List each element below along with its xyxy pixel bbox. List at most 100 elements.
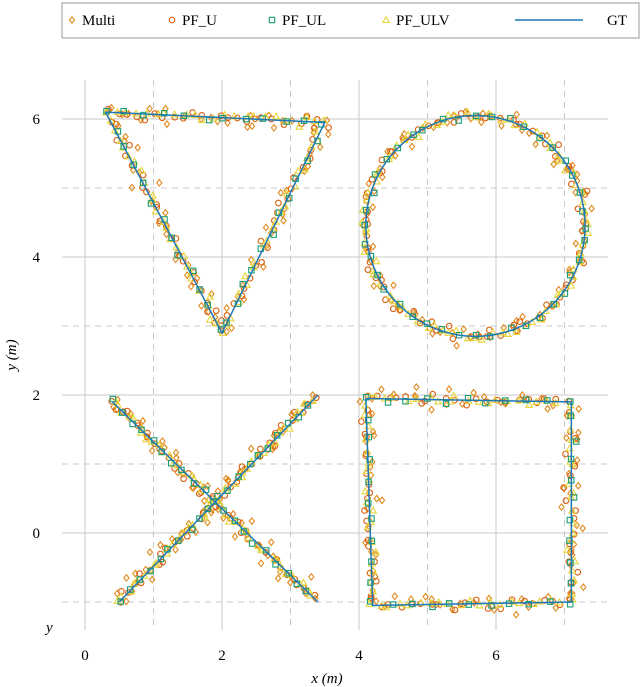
pf-u-point: [257, 445, 264, 453]
pf-ul-point: [455, 117, 462, 124]
pf-ulv-point: [414, 132, 423, 140]
multi-point: [575, 404, 582, 413]
multi-point: [134, 143, 141, 152]
multi-point: [238, 518, 245, 528]
pf-ulv-point: [173, 461, 182, 469]
pf-ulv-point: [388, 393, 397, 401]
multi-point: [159, 437, 166, 446]
multi-point: [316, 143, 324, 152]
pf-ulv-point: [162, 223, 171, 231]
multi-point: [162, 208, 169, 217]
pf-u-point: [271, 442, 279, 450]
multi-point: [550, 160, 557, 169]
pf-ulv-point: [369, 506, 378, 514]
pf-ulv-point: [137, 166, 146, 174]
pf-ulv-point: [583, 219, 592, 228]
pf-ul-point: [270, 231, 277, 238]
pf-ulv-point: [218, 328, 227, 337]
multi-point: [573, 456, 581, 465]
pf-ulv-point: [560, 165, 570, 174]
multi-point: [588, 204, 595, 213]
multi-point: [187, 282, 195, 291]
multi-point: [373, 494, 380, 503]
pf-u-point: [275, 199, 282, 207]
pf-ulv-point: [268, 223, 278, 231]
pf-ulv-point: [566, 425, 575, 433]
pf-ul-point: [259, 115, 267, 122]
pf-ulv-point: [569, 272, 578, 281]
pf-ul-point: [368, 537, 376, 545]
multi-point: [450, 111, 457, 120]
multi-point: [376, 271, 384, 280]
pf-ul-point: [302, 587, 310, 595]
gt-square: [365, 397, 573, 607]
multi-point: [148, 446, 156, 455]
pf-ul-point: [196, 515, 203, 522]
pf-ul-point: [224, 487, 231, 494]
pf-ulv-point: [535, 596, 544, 605]
pf-ul-point: [438, 326, 446, 333]
pf-ul-point: [374, 271, 381, 279]
multi-point: [270, 123, 278, 132]
legend-item-gt: GT: [515, 13, 627, 29]
pf-ulv-point: [386, 291, 395, 299]
multi-point: [156, 178, 163, 187]
multi-point: [574, 481, 582, 490]
x-tick-label: 6: [492, 648, 500, 664]
pf-ulv-point: [285, 424, 294, 432]
pf-ulv-point: [474, 397, 483, 405]
pf-ulv-point: [172, 242, 181, 251]
pf-u-point: [389, 305, 397, 313]
pf-ulv-point: [113, 596, 122, 605]
legend-item-pf_ul: PF_UL: [268, 13, 326, 29]
pf-ulv-point: [486, 597, 495, 605]
pf-ul-point: [178, 466, 185, 474]
multi-point: [287, 578, 294, 587]
pf-ulv-point: [310, 116, 319, 125]
pf-ulv-point: [238, 472, 247, 481]
multi-point: [123, 573, 130, 582]
pf-u-point: [240, 285, 248, 292]
pf-ul-point: [235, 473, 242, 480]
pf-ulv-point: [361, 486, 370, 495]
pf-ul-point: [126, 586, 134, 593]
pf-ul-point: [442, 400, 450, 408]
pf-u-point: [516, 318, 523, 326]
pf-ul-point: [189, 267, 197, 275]
pf-ulv-point: [569, 167, 578, 176]
pf-ul-point: [572, 438, 580, 445]
pf-ulv-point: [555, 156, 564, 164]
pf-ul-point: [248, 540, 256, 547]
pf-ulv-point: [244, 533, 253, 541]
pf-ulv-point: [195, 286, 204, 294]
pf-ulv-point: [154, 109, 163, 118]
multi-point: [231, 532, 239, 541]
pf-ulv-point: [551, 398, 560, 407]
plot-area: 0 2 4 6 0 2 4 6: [33, 79, 609, 664]
multi-point: [324, 130, 332, 139]
legend-label: PF_UL: [282, 13, 326, 29]
multi-point: [369, 203, 377, 212]
pf-u-point: [445, 322, 453, 330]
multi-point: [390, 281, 397, 290]
multi-point: [580, 583, 587, 592]
multi-point: [368, 409, 376, 419]
multi-point: [304, 162, 312, 171]
pf-u-point: [472, 596, 480, 604]
multi-point: [563, 433, 570, 443]
multi-point: [391, 592, 398, 601]
pf-ulv-point: [495, 600, 505, 608]
multi-point: [470, 388, 477, 397]
multi-point: [148, 575, 156, 584]
multi-point: [368, 457, 376, 466]
pf-u-point: [366, 258, 374, 266]
multi-point: [257, 559, 265, 568]
multi-point: [407, 595, 415, 604]
pf-ulv-point: [142, 434, 151, 443]
pf-ulv-point: [504, 114, 513, 123]
pf-u-point: [157, 550, 164, 558]
pf-u-point: [307, 146, 315, 154]
pf-ul-point: [384, 399, 392, 406]
multi-point: [428, 595, 435, 604]
